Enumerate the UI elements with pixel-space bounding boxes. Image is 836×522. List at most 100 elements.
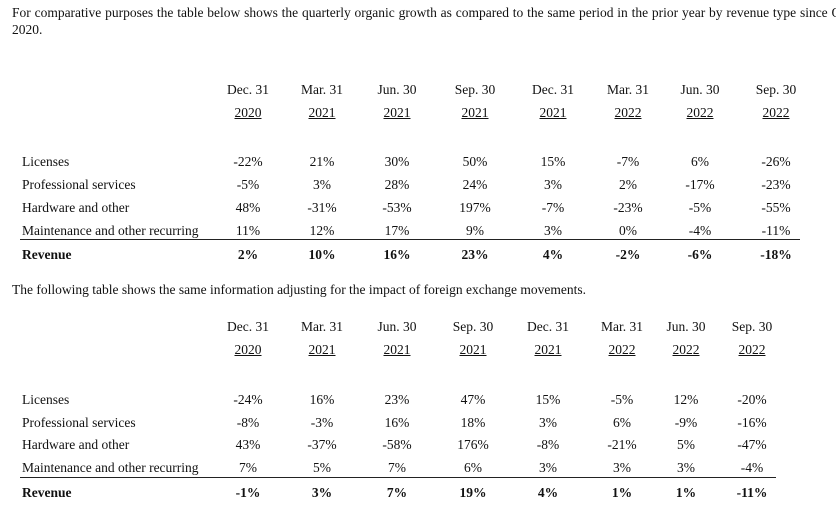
column-year: 2021 bbox=[534, 342, 562, 357]
cell-value: 11% bbox=[235, 223, 261, 238]
cell-value: -7% bbox=[616, 154, 640, 169]
cell-value: -53% bbox=[382, 200, 412, 215]
cell-value: 176% bbox=[457, 437, 489, 452]
cell-value: -11% bbox=[736, 485, 768, 500]
column-period: Dec. 31 bbox=[532, 82, 574, 97]
column-period: Jun. 30 bbox=[377, 319, 417, 334]
column-year: 2021 bbox=[459, 342, 487, 357]
cell-value: -11% bbox=[761, 223, 791, 238]
column-year: 2021 bbox=[308, 342, 336, 357]
cell-value: -4% bbox=[688, 223, 712, 238]
cell-value: -22% bbox=[233, 154, 263, 169]
cell-value: 7% bbox=[386, 485, 408, 500]
column-period: Sep. 30 bbox=[452, 319, 494, 334]
row-label: Revenue bbox=[22, 247, 72, 262]
cell-value: 6% bbox=[464, 460, 482, 475]
row-label: Maintenance and other recurring bbox=[22, 460, 199, 475]
cell-value: 5% bbox=[677, 437, 695, 452]
cell-value: 23% bbox=[461, 247, 489, 262]
cell-value: -5% bbox=[610, 392, 634, 407]
cell-value: 21% bbox=[309, 154, 335, 169]
column-period: Mar. 31 bbox=[607, 82, 649, 97]
cell-value: -6% bbox=[687, 247, 713, 262]
cell-value: -18% bbox=[760, 247, 792, 262]
cell-value: 3% bbox=[544, 177, 562, 192]
cell-value: -58% bbox=[382, 437, 412, 452]
column-period: Sep. 30 bbox=[731, 319, 773, 334]
cell-value: 2% bbox=[619, 177, 637, 192]
cell-value: 15% bbox=[540, 154, 566, 169]
cell-value: 12% bbox=[673, 392, 699, 407]
cell-value: 3% bbox=[539, 415, 557, 430]
cell-value: -8% bbox=[236, 415, 260, 430]
cell-value: 3% bbox=[539, 460, 557, 475]
cell-value: 50% bbox=[462, 154, 488, 169]
column-period: Dec. 31 bbox=[227, 82, 269, 97]
cell-value: -47% bbox=[737, 437, 767, 452]
cell-value: 16% bbox=[384, 415, 410, 430]
cell-value: 43% bbox=[235, 437, 261, 452]
cell-value: 4% bbox=[537, 485, 559, 500]
intro-text: For comparative purposes the table below… bbox=[12, 5, 836, 37]
cell-value: -23% bbox=[761, 177, 791, 192]
cell-value: 48% bbox=[235, 200, 261, 215]
cell-value: -23% bbox=[613, 200, 643, 215]
cell-value: 12% bbox=[309, 223, 335, 238]
cell-value: -5% bbox=[688, 200, 712, 215]
cell-value: 23% bbox=[384, 392, 410, 407]
cell-value: 3% bbox=[544, 223, 562, 238]
column-year: 2022 bbox=[738, 342, 766, 357]
column-period: Jun. 30 bbox=[377, 82, 417, 97]
cell-value: -4% bbox=[740, 460, 764, 475]
cell-value: 3% bbox=[311, 485, 333, 500]
column-year: 2020 bbox=[234, 105, 262, 120]
cell-value: 2% bbox=[237, 247, 259, 262]
row-label: Hardware and other bbox=[22, 200, 130, 215]
cell-value: 197% bbox=[459, 200, 491, 215]
row-label: Maintenance and other recurring bbox=[22, 223, 199, 238]
cell-value: 19% bbox=[459, 485, 487, 500]
cell-value: -16% bbox=[737, 415, 767, 430]
column-year: 2021 bbox=[383, 105, 411, 120]
cell-value: 47% bbox=[460, 392, 486, 407]
column-period: Sep. 30 bbox=[454, 82, 496, 97]
cell-value: -21% bbox=[607, 437, 637, 452]
cell-value: 30% bbox=[384, 154, 410, 169]
cell-value: 17% bbox=[384, 223, 410, 238]
cell-value: 1% bbox=[675, 485, 697, 500]
cell-value: -1% bbox=[235, 485, 261, 500]
cell-value: 9% bbox=[466, 223, 484, 238]
total-rule bbox=[20, 239, 800, 240]
row-label: Revenue bbox=[22, 485, 72, 500]
cell-value: 16% bbox=[383, 247, 411, 262]
cell-value: -5% bbox=[236, 177, 260, 192]
column-year: 2022 bbox=[762, 105, 790, 120]
row-label: Hardware and other bbox=[22, 437, 130, 452]
column-year: 2022 bbox=[614, 105, 642, 120]
column-year: 2021 bbox=[461, 105, 489, 120]
column-period: Jun. 30 bbox=[680, 82, 720, 97]
column-year: 2021 bbox=[383, 342, 411, 357]
cell-value: -26% bbox=[761, 154, 791, 169]
row-label: Licenses bbox=[22, 154, 70, 169]
cell-value: -2% bbox=[615, 247, 641, 262]
column-year: 2021 bbox=[308, 105, 336, 120]
column-period: Sep. 30 bbox=[755, 82, 797, 97]
cell-value: 7% bbox=[239, 460, 257, 475]
column-period: Dec. 31 bbox=[227, 319, 269, 334]
cell-value: 6% bbox=[691, 154, 709, 169]
total-rule bbox=[20, 477, 776, 478]
cell-value: -3% bbox=[310, 415, 334, 430]
cell-value: -8% bbox=[536, 437, 560, 452]
cell-value: 3% bbox=[677, 460, 695, 475]
cell-value: 18% bbox=[460, 415, 486, 430]
cell-value: 6% bbox=[613, 415, 631, 430]
cell-value: 1% bbox=[611, 485, 633, 500]
row-label: Professional services bbox=[22, 415, 136, 430]
cell-value: 28% bbox=[384, 177, 410, 192]
column-year: 2022 bbox=[672, 342, 700, 357]
cell-value: 7% bbox=[388, 460, 406, 475]
column-year: 2020 bbox=[234, 342, 262, 357]
cell-value: 15% bbox=[535, 392, 561, 407]
cell-value: 4% bbox=[542, 247, 564, 262]
